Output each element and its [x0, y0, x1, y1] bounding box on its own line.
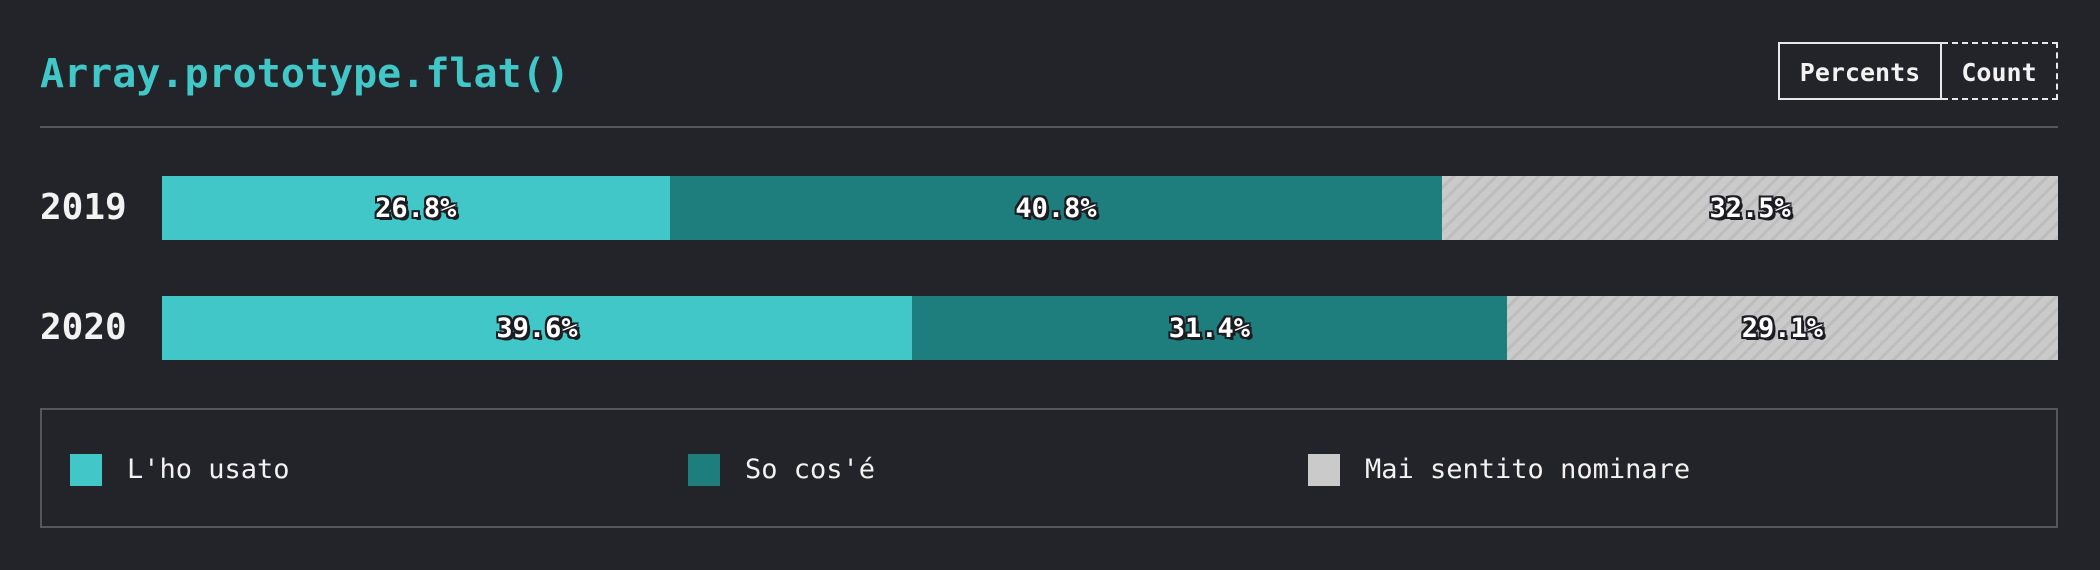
bar-segment-2020-never[interactable]: 29.1%	[1506, 296, 2058, 360]
bar-2019: 26.8% 40.8% 32.5%	[162, 176, 2058, 240]
legend-label-used: L'ho usato	[127, 454, 290, 485]
bar-segment-2020-know[interactable]: 31.4%	[912, 296, 1507, 360]
legend-swatch-never	[1308, 454, 1340, 486]
bar-segment-2019-never[interactable]: 32.5%	[1442, 176, 2058, 240]
legend-item-know[interactable]: So cos'é	[688, 454, 875, 486]
legend-label-know: So cos'é	[745, 454, 876, 485]
row-label-2019: 2019	[40, 187, 127, 228]
legend: L'ho usato So cos'é Mai sentito nominare	[40, 408, 2058, 528]
data-label-2019-used: 26.8%	[375, 192, 457, 224]
bar-segment-2019-know[interactable]: 40.8%	[669, 176, 1443, 240]
data-label-2019-know: 40.8%	[1015, 192, 1097, 224]
legend-swatch-know	[688, 454, 720, 486]
bar-segment-2020-used[interactable]: 39.6%	[162, 296, 913, 360]
legend-item-used[interactable]: L'ho usato	[70, 454, 290, 486]
legend-item-never[interactable]: Mai sentito nominare	[1308, 454, 1690, 486]
count-button[interactable]: Count	[1942, 42, 2058, 100]
legend-swatch-used	[70, 454, 102, 486]
units-toggle: Percents Count	[1778, 42, 2058, 102]
data-label-2020-used: 39.6%	[496, 312, 578, 344]
data-label-2019-never: 32.5%	[1709, 192, 1791, 224]
bar-2020: 39.6% 31.4% 29.1%	[162, 296, 2058, 360]
chart-title: Array.prototype.flat()	[40, 51, 570, 97]
bar-segment-2019-used[interactable]: 26.8%	[162, 176, 670, 240]
data-label-2020-know: 31.4%	[1168, 312, 1251, 344]
row-label-2020: 2020	[40, 307, 127, 348]
data-label-2020-never: 29.1%	[1741, 312, 1824, 344]
header-divider	[40, 126, 2058, 128]
legend-label-never: Mai sentito nominare	[1365, 454, 1691, 485]
percents-button[interactable]: Percents	[1778, 42, 1942, 100]
